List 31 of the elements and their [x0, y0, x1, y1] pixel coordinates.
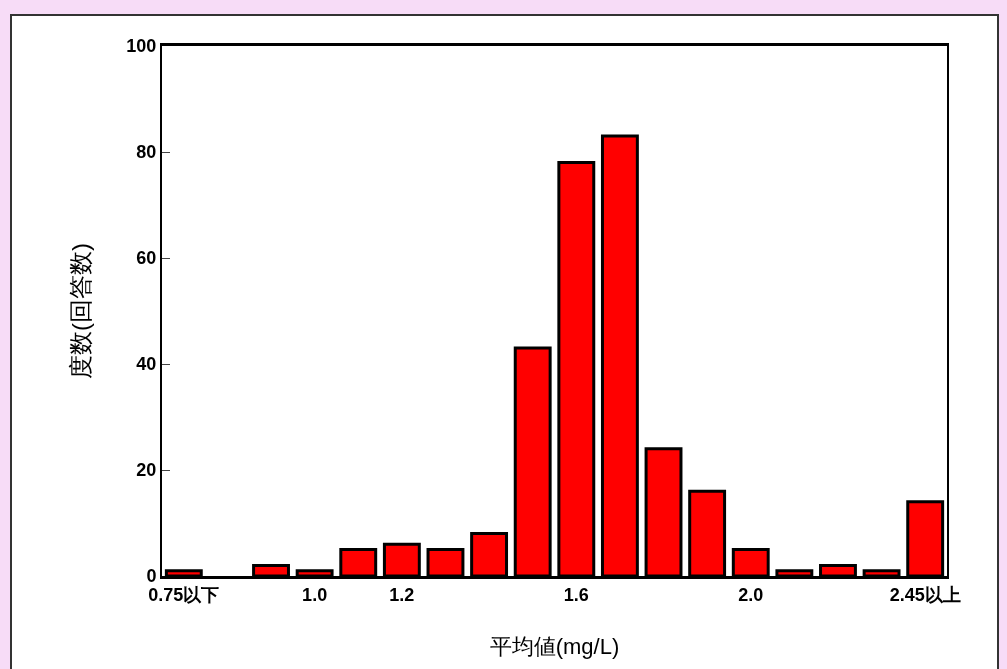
- bar: [339, 548, 378, 576]
- y-tick-label: 40: [136, 354, 157, 375]
- bar: [775, 569, 814, 576]
- bar: [819, 563, 857, 576]
- bar: [644, 447, 683, 576]
- y-tick-label: 20: [136, 460, 157, 481]
- x-tick-label: 1.2: [389, 584, 415, 605]
- y-tick-label: 100: [126, 36, 157, 57]
- bar: [252, 563, 290, 576]
- bar: [426, 548, 465, 576]
- bar: [295, 569, 334, 576]
- bar: [731, 548, 770, 576]
- x-axis-title: 平均値(mg/L): [489, 634, 620, 659]
- bar: [600, 134, 639, 576]
- x-tick-label: 2.45以上: [889, 584, 961, 605]
- bar: [862, 569, 901, 576]
- bar: [513, 346, 552, 576]
- y-axis-title: 度数(回答数): [66, 243, 94, 379]
- bar: [906, 500, 945, 576]
- x-tick-label: 1.6: [563, 584, 589, 605]
- y-tick-label: 0: [146, 566, 157, 587]
- bar: [470, 532, 509, 576]
- bar: [557, 161, 596, 576]
- x-tick-label: 1.0: [302, 584, 328, 605]
- y-tick-label: 80: [136, 142, 157, 163]
- x-tick-label: 2.0: [738, 584, 764, 605]
- y-tick-label: 60: [136, 248, 157, 269]
- bar: [382, 542, 421, 576]
- x-tick-label: 0.75以下: [148, 584, 220, 605]
- bar: [164, 569, 203, 576]
- bar: [688, 489, 727, 576]
